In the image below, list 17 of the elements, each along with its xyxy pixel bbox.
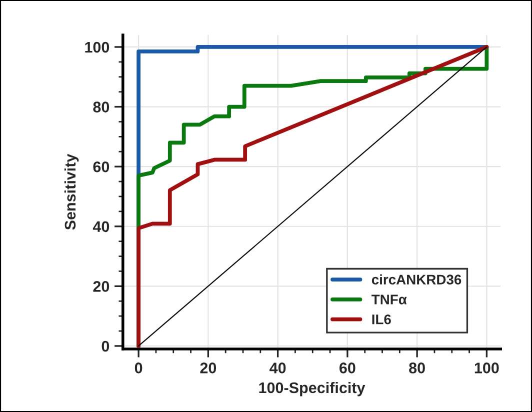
y-tick-label: 40 <box>92 221 110 232</box>
y-tick-label: 80 <box>93 102 110 112</box>
legend-label: IL6 <box>372 314 391 324</box>
x-tick-label: 20 <box>200 362 216 374</box>
x-tick-label: 40 <box>270 362 286 374</box>
y-tick-label: 0 <box>102 340 110 352</box>
y-tick-label: 60 <box>93 161 110 172</box>
x-tick-label: 60 <box>340 362 356 374</box>
legend-label: circANKRD36 <box>372 274 462 285</box>
legend-label: TNFα <box>372 294 407 304</box>
y-axis-title: Sensitivity <box>64 154 79 230</box>
y-tick-label: 100 <box>85 42 110 53</box>
x-axis-title: 100-Specificity <box>259 382 366 396</box>
x-tick-label: 0 <box>134 362 142 374</box>
x-tick-label: 80 <box>409 362 425 374</box>
y-tick-label: 20 <box>93 281 110 292</box>
x-tick-label: 100 <box>474 362 499 374</box>
